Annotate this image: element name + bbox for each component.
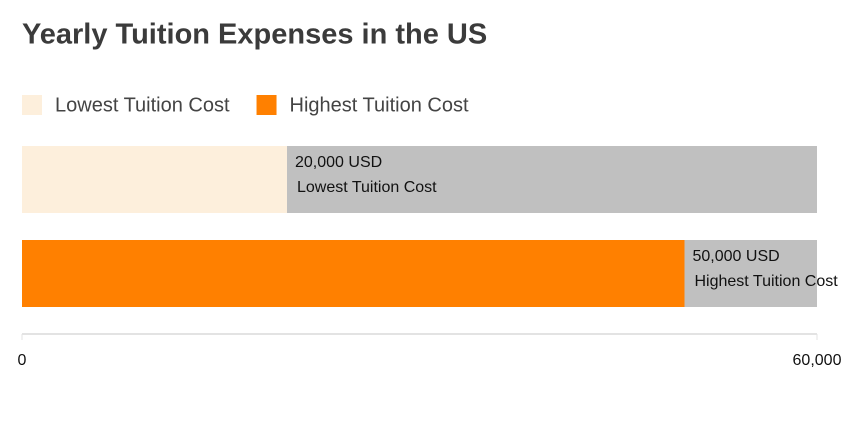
legend-swatch: [22, 95, 42, 115]
value-label: 50,000 USD: [693, 248, 780, 265]
legend-label: Lowest Tuition Cost: [55, 94, 230, 116]
legend-swatch: [256, 95, 277, 115]
category-label: Lowest Tuition Cost: [297, 179, 437, 196]
legend-label: Highest Tuition Cost: [290, 94, 469, 116]
x-tick-label: 60,000: [793, 352, 842, 369]
bar: [22, 240, 685, 307]
x-tick-label: 0: [18, 352, 27, 369]
value-label: 20,000 USD: [295, 154, 382, 171]
bar: [22, 146, 287, 213]
chart-title: Yearly Tuition Expenses in the US: [22, 19, 487, 51]
category-label: Highest Tuition Cost: [695, 273, 839, 290]
